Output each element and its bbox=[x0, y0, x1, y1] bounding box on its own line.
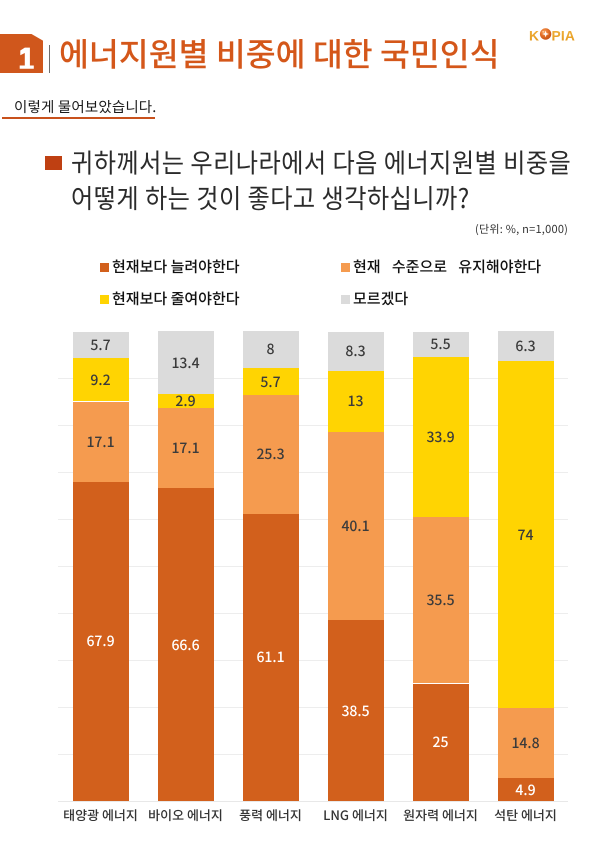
svg-text:PIA: PIA bbox=[552, 29, 575, 44]
svg-text:K: K bbox=[529, 29, 539, 44]
